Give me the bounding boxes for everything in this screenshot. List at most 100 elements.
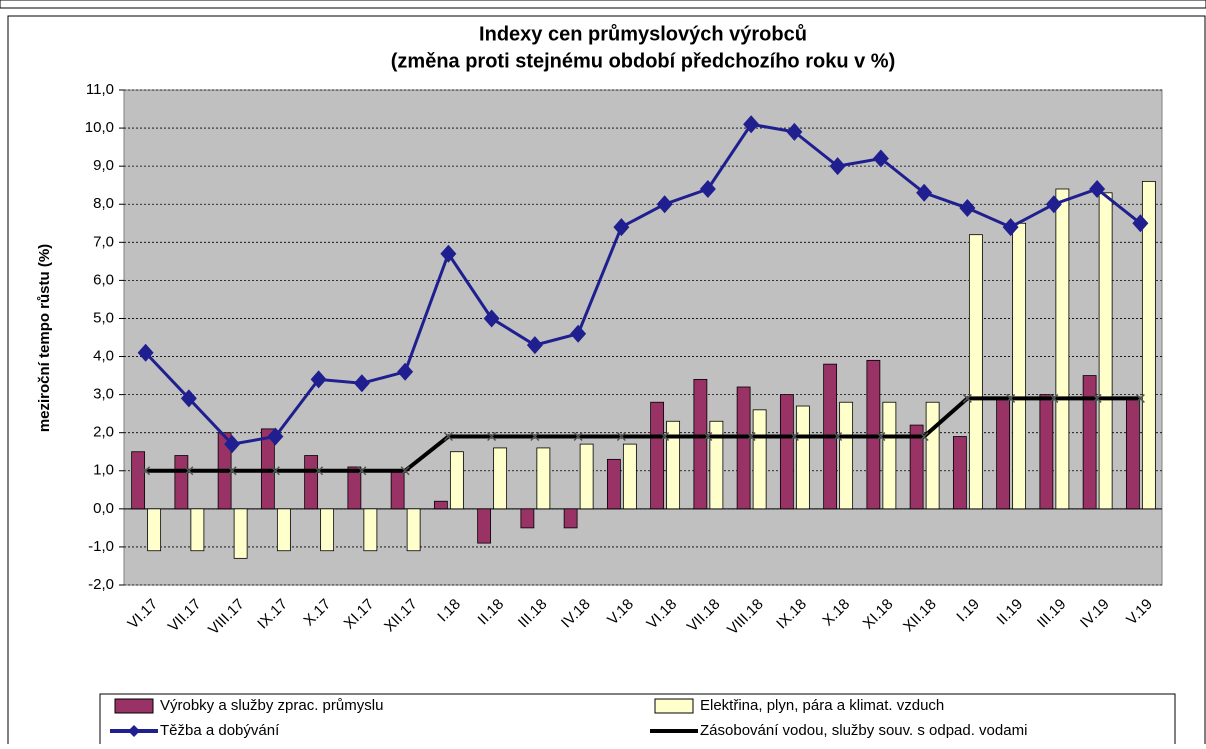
marker <box>141 466 151 476</box>
y-tick-label: 8,0 <box>93 195 114 212</box>
bar <box>1125 398 1140 510</box>
bar <box>347 466 362 510</box>
bar <box>839 401 854 510</box>
bar <box>477 508 492 544</box>
legend-swatch <box>114 698 154 714</box>
y-tick-label: 4,0 <box>93 348 114 365</box>
bar <box>952 436 967 510</box>
marker <box>267 427 284 446</box>
bar <box>1082 375 1097 510</box>
marker <box>397 362 414 381</box>
marker <box>959 199 976 218</box>
bar <box>709 420 724 510</box>
marker <box>829 157 846 176</box>
marker <box>746 431 756 442</box>
y-tick-label: 7,0 <box>93 233 114 250</box>
marker <box>526 336 543 355</box>
bar <box>304 455 319 510</box>
marker <box>616 431 626 442</box>
bar <box>666 420 681 510</box>
y-tick-label: 5,0 <box>93 309 114 326</box>
bar <box>650 401 665 510</box>
y-tick-label: 6,0 <box>93 271 114 288</box>
marker <box>919 431 929 442</box>
y-axis-label: meziroční tempo růstu (%) <box>36 244 53 432</box>
marker <box>1006 393 1016 403</box>
bar <box>276 508 291 552</box>
marker <box>270 466 280 476</box>
marker <box>1132 214 1149 233</box>
marker <box>357 466 367 476</box>
marker <box>400 466 410 476</box>
y-tick-label: 9,0 <box>93 157 114 174</box>
bar <box>520 508 535 529</box>
bar <box>693 378 708 510</box>
plot-area <box>123 89 1163 586</box>
marker <box>353 374 370 393</box>
bar <box>390 470 405 510</box>
marker <box>1002 218 1019 237</box>
bar <box>736 386 751 510</box>
marker <box>872 149 889 168</box>
legend-label: Výrobky a služby zprac. průmyslu <box>160 697 383 714</box>
line <box>144 122 1142 446</box>
marker <box>570 324 587 343</box>
bar <box>406 508 421 552</box>
bar <box>795 405 810 510</box>
marker <box>962 393 972 403</box>
marker <box>227 466 237 476</box>
marker <box>224 435 241 454</box>
bar <box>752 409 767 510</box>
y-tick-label: 2,0 <box>93 424 114 441</box>
marker <box>1092 393 1102 403</box>
marker <box>656 195 673 214</box>
marker <box>703 431 713 442</box>
bar <box>996 398 1011 510</box>
bar <box>1098 192 1113 510</box>
bar <box>925 401 940 510</box>
marker <box>916 183 933 202</box>
bar <box>174 455 189 510</box>
marker <box>743 115 760 134</box>
legend-label: Elektřina, plyn, pára a klimat. vzduch <box>700 697 944 714</box>
legend-label: Zásobování vodou, služby souv. s odpad. … <box>700 722 1027 739</box>
bar <box>1012 222 1027 510</box>
bar <box>320 508 335 552</box>
bar <box>363 508 378 552</box>
bar <box>563 508 578 529</box>
y-tick-label: 1,0 <box>93 462 114 479</box>
marker <box>1045 195 1062 214</box>
bar <box>882 401 897 510</box>
bar <box>622 443 637 510</box>
marker <box>1135 393 1145 403</box>
chart-title: Indexy cen průmyslových výrobců <box>479 23 807 45</box>
y-tick-label: 10,0 <box>85 119 114 136</box>
bar <box>233 508 248 559</box>
bar <box>147 508 162 552</box>
marker <box>1049 393 1059 403</box>
marker <box>310 370 327 389</box>
marker <box>876 431 886 442</box>
legend-marker <box>128 725 140 737</box>
bar <box>493 447 508 510</box>
bar <box>131 451 146 510</box>
marker <box>184 466 194 476</box>
bar <box>968 234 983 510</box>
bar <box>579 443 594 510</box>
y-tick-label: 11,0 <box>86 81 114 98</box>
bar <box>1141 180 1156 510</box>
marker <box>530 431 540 442</box>
marker <box>786 122 803 141</box>
bar <box>433 500 448 510</box>
bar <box>536 447 551 510</box>
bar <box>190 508 205 552</box>
marker <box>137 343 154 362</box>
line <box>145 396 1141 473</box>
top-frame <box>0 0 1206 9</box>
bar <box>779 394 794 510</box>
y-tick-label: -1,0 <box>88 538 114 555</box>
marker <box>483 309 500 328</box>
bar <box>1039 394 1054 510</box>
marker <box>443 431 453 442</box>
